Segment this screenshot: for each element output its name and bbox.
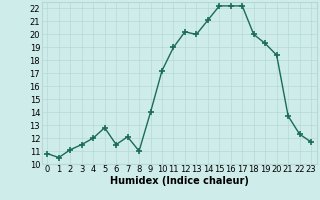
X-axis label: Humidex (Indice chaleur): Humidex (Indice chaleur): [110, 176, 249, 186]
